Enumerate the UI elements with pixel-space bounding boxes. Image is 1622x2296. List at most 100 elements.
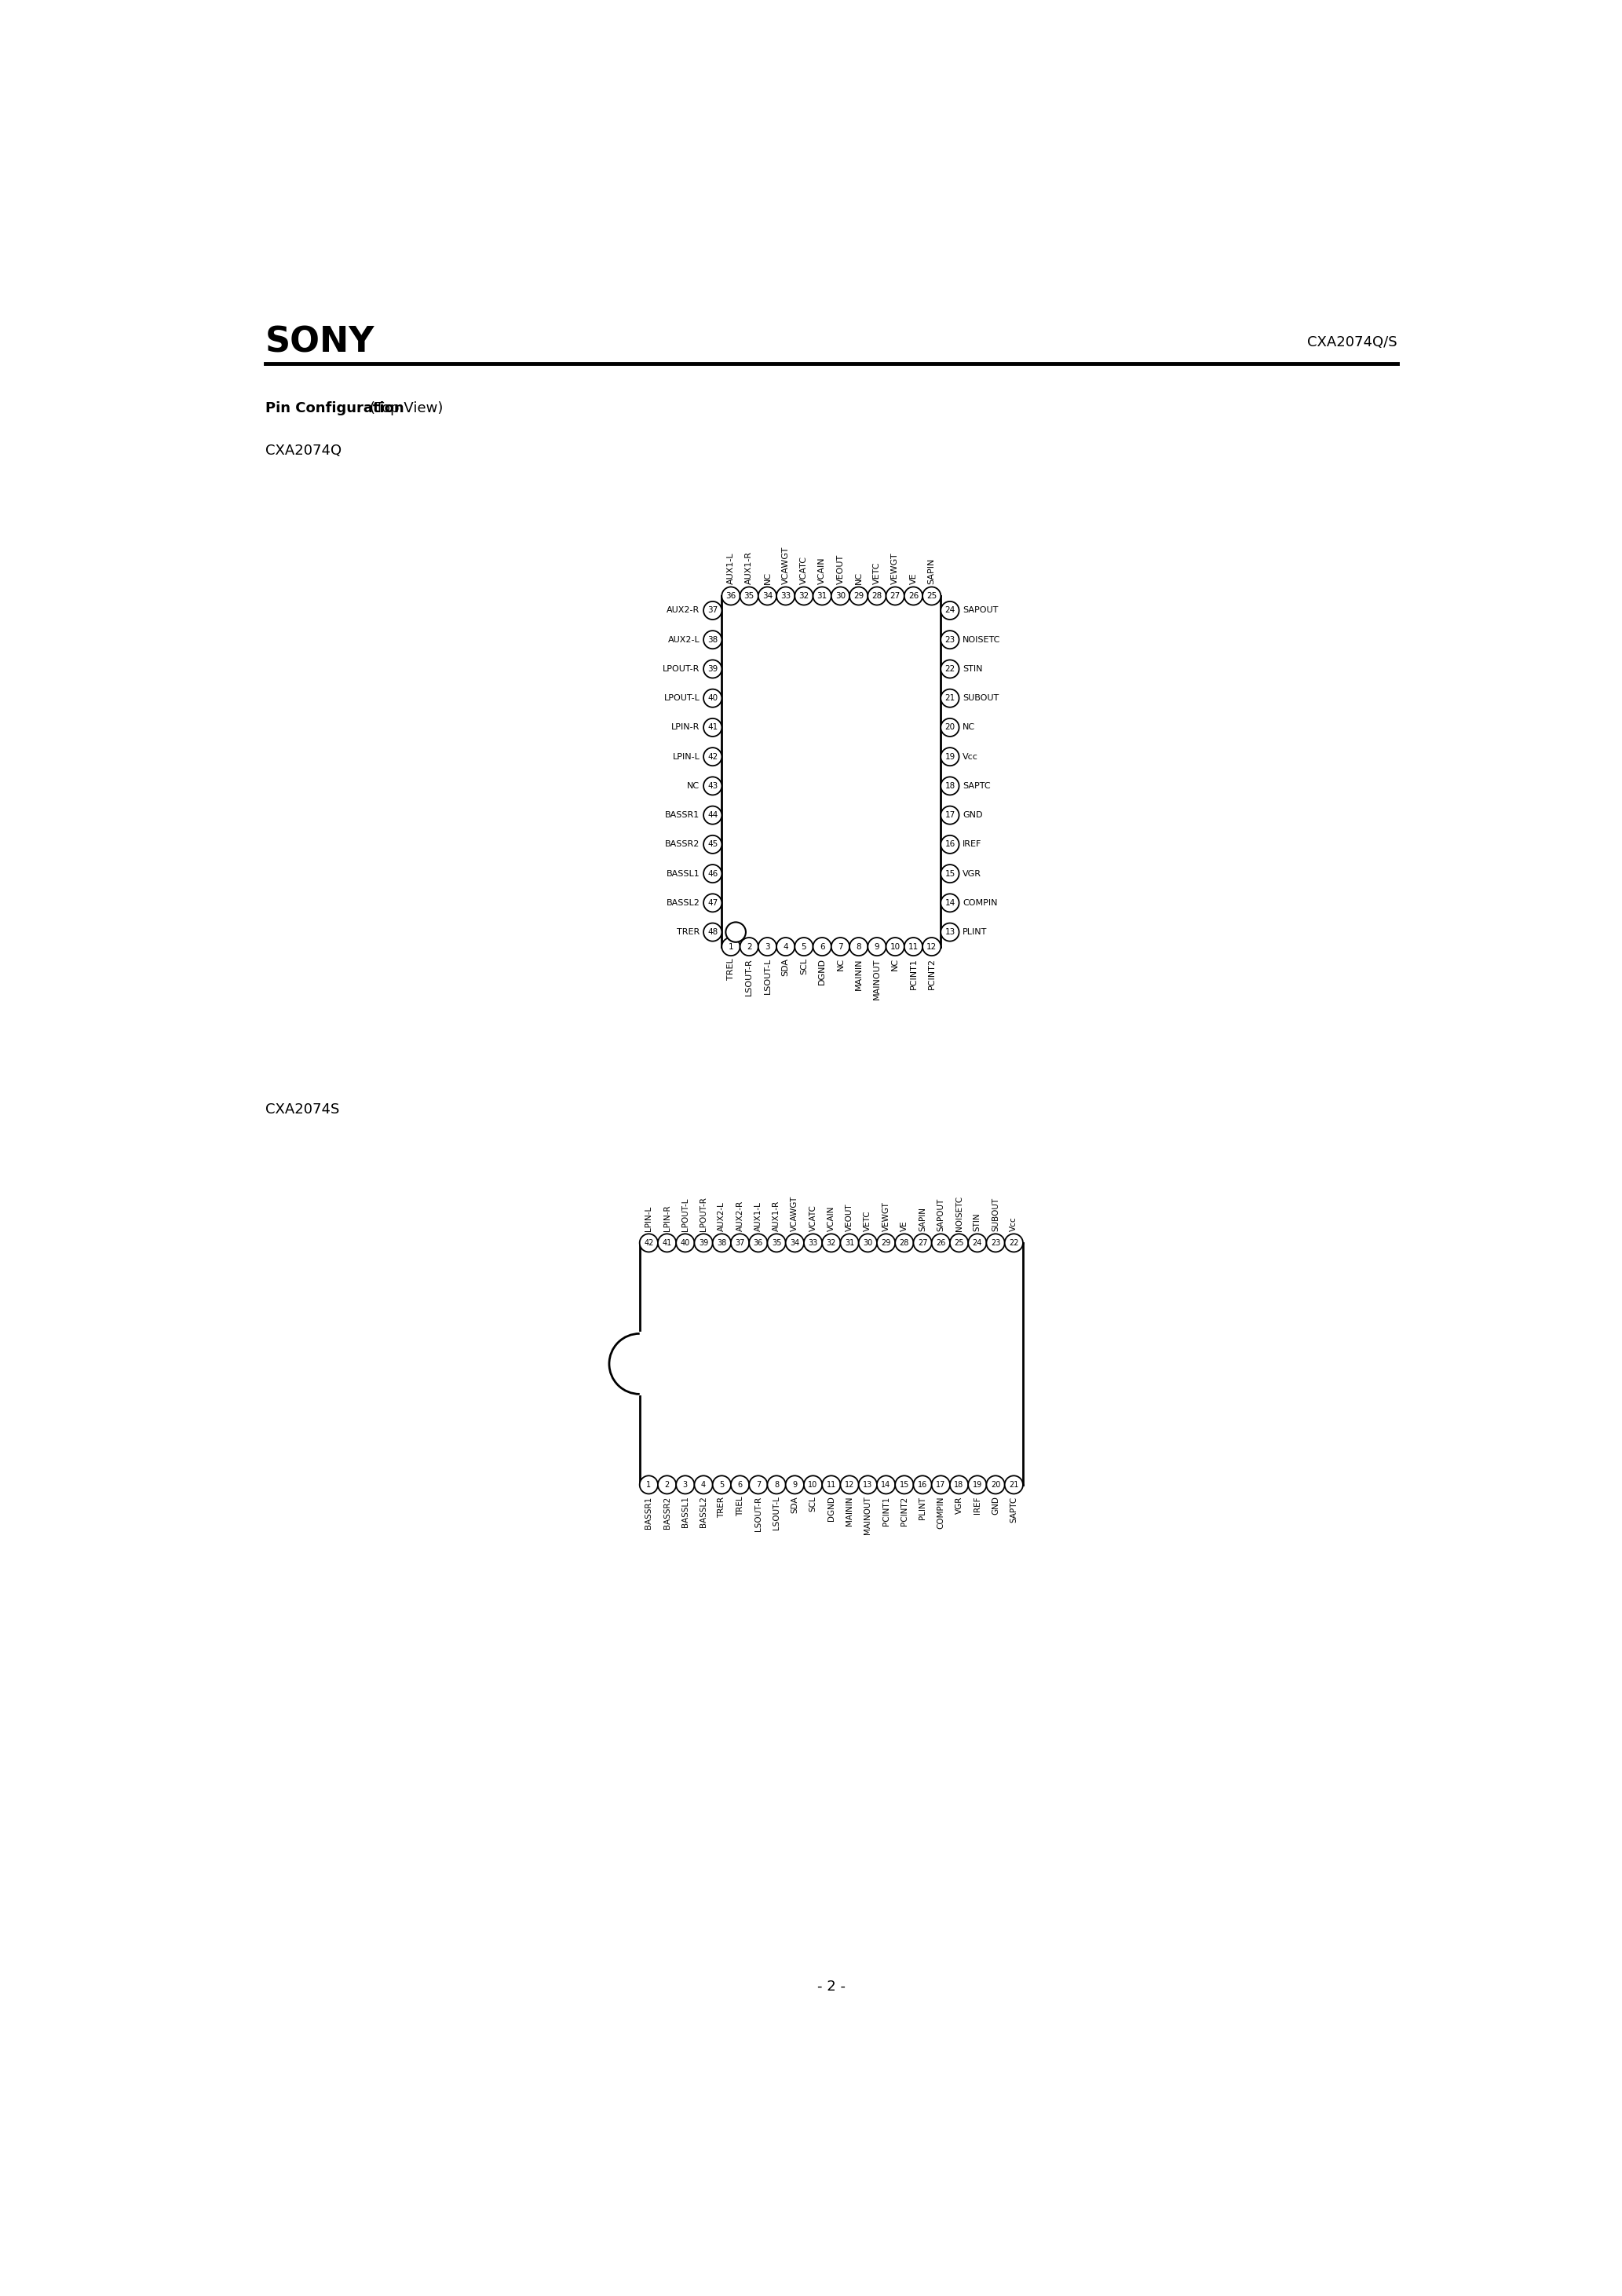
Circle shape — [913, 1476, 931, 1495]
Text: 4: 4 — [783, 944, 788, 951]
Circle shape — [732, 1476, 749, 1495]
Circle shape — [704, 689, 722, 707]
Circle shape — [941, 866, 959, 882]
Text: PLINT: PLINT — [963, 928, 988, 937]
Text: LPOUT-R: LPOUT-R — [663, 666, 699, 673]
Text: STIN: STIN — [963, 666, 983, 673]
Circle shape — [639, 1476, 659, 1495]
Circle shape — [704, 748, 722, 767]
Circle shape — [725, 923, 746, 941]
Text: 41: 41 — [707, 723, 719, 732]
Circle shape — [712, 1233, 732, 1251]
Text: GND: GND — [991, 1497, 999, 1515]
Text: NC: NC — [764, 572, 772, 585]
Circle shape — [986, 1476, 1004, 1495]
Text: 30: 30 — [863, 1240, 873, 1247]
Circle shape — [795, 937, 813, 955]
Circle shape — [941, 923, 959, 941]
Text: NOISETC: NOISETC — [955, 1196, 963, 1231]
Text: LPIN-R: LPIN-R — [672, 723, 699, 732]
Text: SUBOUT: SUBOUT — [963, 693, 999, 703]
Text: GND: GND — [963, 810, 983, 820]
Text: 47: 47 — [707, 900, 719, 907]
Circle shape — [822, 1476, 840, 1495]
Circle shape — [704, 893, 722, 912]
Text: VGR: VGR — [955, 1497, 963, 1513]
Text: 2: 2 — [665, 1481, 670, 1488]
Circle shape — [805, 1476, 822, 1495]
Text: AUX1-R: AUX1-R — [772, 1201, 780, 1231]
Text: 25: 25 — [954, 1240, 963, 1247]
Text: SAPIN: SAPIN — [928, 558, 936, 585]
Circle shape — [950, 1233, 968, 1251]
Text: 30: 30 — [835, 592, 845, 599]
Circle shape — [704, 602, 722, 620]
Text: 42: 42 — [644, 1240, 654, 1247]
Text: 15: 15 — [900, 1481, 910, 1488]
Circle shape — [986, 1233, 1004, 1251]
Text: 1: 1 — [728, 944, 733, 951]
Text: MAININ: MAININ — [845, 1497, 853, 1527]
Circle shape — [941, 893, 959, 912]
Circle shape — [704, 923, 722, 941]
Circle shape — [868, 588, 886, 606]
Text: 21: 21 — [944, 693, 955, 703]
Text: LPOUT-R: LPOUT-R — [699, 1196, 707, 1231]
Text: 26: 26 — [908, 592, 918, 599]
Text: LSOUT-L: LSOUT-L — [764, 957, 772, 994]
Circle shape — [740, 937, 757, 955]
Text: VETC: VETC — [873, 563, 881, 585]
Text: PLINT: PLINT — [918, 1497, 926, 1520]
Text: AUX1-L: AUX1-L — [727, 553, 735, 585]
Text: MAINOUT: MAINOUT — [865, 1497, 871, 1534]
Text: COMPIN: COMPIN — [963, 900, 998, 907]
Text: - 2 -: - 2 - — [817, 1979, 845, 1993]
Text: 45: 45 — [707, 840, 719, 847]
Text: VCATC: VCATC — [800, 556, 808, 585]
Circle shape — [931, 1476, 950, 1495]
Text: Vcc: Vcc — [1011, 1217, 1017, 1231]
Text: PCINT1: PCINT1 — [910, 957, 918, 990]
Text: MAININ: MAININ — [855, 957, 863, 990]
Text: 29: 29 — [881, 1240, 890, 1247]
Text: VEOUT: VEOUT — [845, 1203, 853, 1231]
Text: 43: 43 — [707, 783, 719, 790]
Circle shape — [886, 937, 905, 955]
Text: LPIN-L: LPIN-L — [646, 1205, 652, 1231]
Text: PCINT2: PCINT2 — [928, 957, 936, 990]
Text: BASSL1: BASSL1 — [667, 870, 699, 877]
Text: COMPIN: COMPIN — [938, 1497, 944, 1529]
Text: 9: 9 — [793, 1481, 796, 1488]
Circle shape — [830, 937, 850, 955]
Circle shape — [822, 1233, 840, 1251]
Text: 2: 2 — [746, 944, 751, 951]
Circle shape — [722, 588, 740, 606]
Text: LSOUT-R: LSOUT-R — [754, 1497, 762, 1531]
Text: 39: 39 — [707, 666, 719, 673]
Text: SDA: SDA — [792, 1497, 798, 1513]
Circle shape — [950, 1476, 968, 1495]
Text: VE: VE — [910, 574, 918, 585]
Text: 10: 10 — [808, 1481, 817, 1488]
Text: TRER: TRER — [719, 1497, 725, 1518]
Text: VEWGT: VEWGT — [882, 1201, 890, 1231]
Text: CXA2074S: CXA2074S — [266, 1102, 339, 1116]
Text: 14: 14 — [881, 1481, 890, 1488]
Circle shape — [712, 1476, 732, 1495]
Text: 37: 37 — [707, 606, 719, 615]
Text: 3: 3 — [766, 944, 770, 951]
Text: 5: 5 — [719, 1481, 723, 1488]
Circle shape — [941, 631, 959, 650]
Circle shape — [895, 1233, 913, 1251]
Text: SCL: SCL — [809, 1497, 817, 1511]
Circle shape — [941, 836, 959, 854]
Circle shape — [931, 1233, 950, 1251]
Text: VCAIN: VCAIN — [817, 558, 826, 585]
Text: 8: 8 — [774, 1481, 779, 1488]
Text: VGR: VGR — [963, 870, 981, 877]
Circle shape — [941, 689, 959, 707]
Text: LPIN-R: LPIN-R — [663, 1205, 672, 1231]
Circle shape — [704, 776, 722, 794]
Circle shape — [941, 719, 959, 737]
Text: VCAWGT: VCAWGT — [792, 1196, 798, 1231]
